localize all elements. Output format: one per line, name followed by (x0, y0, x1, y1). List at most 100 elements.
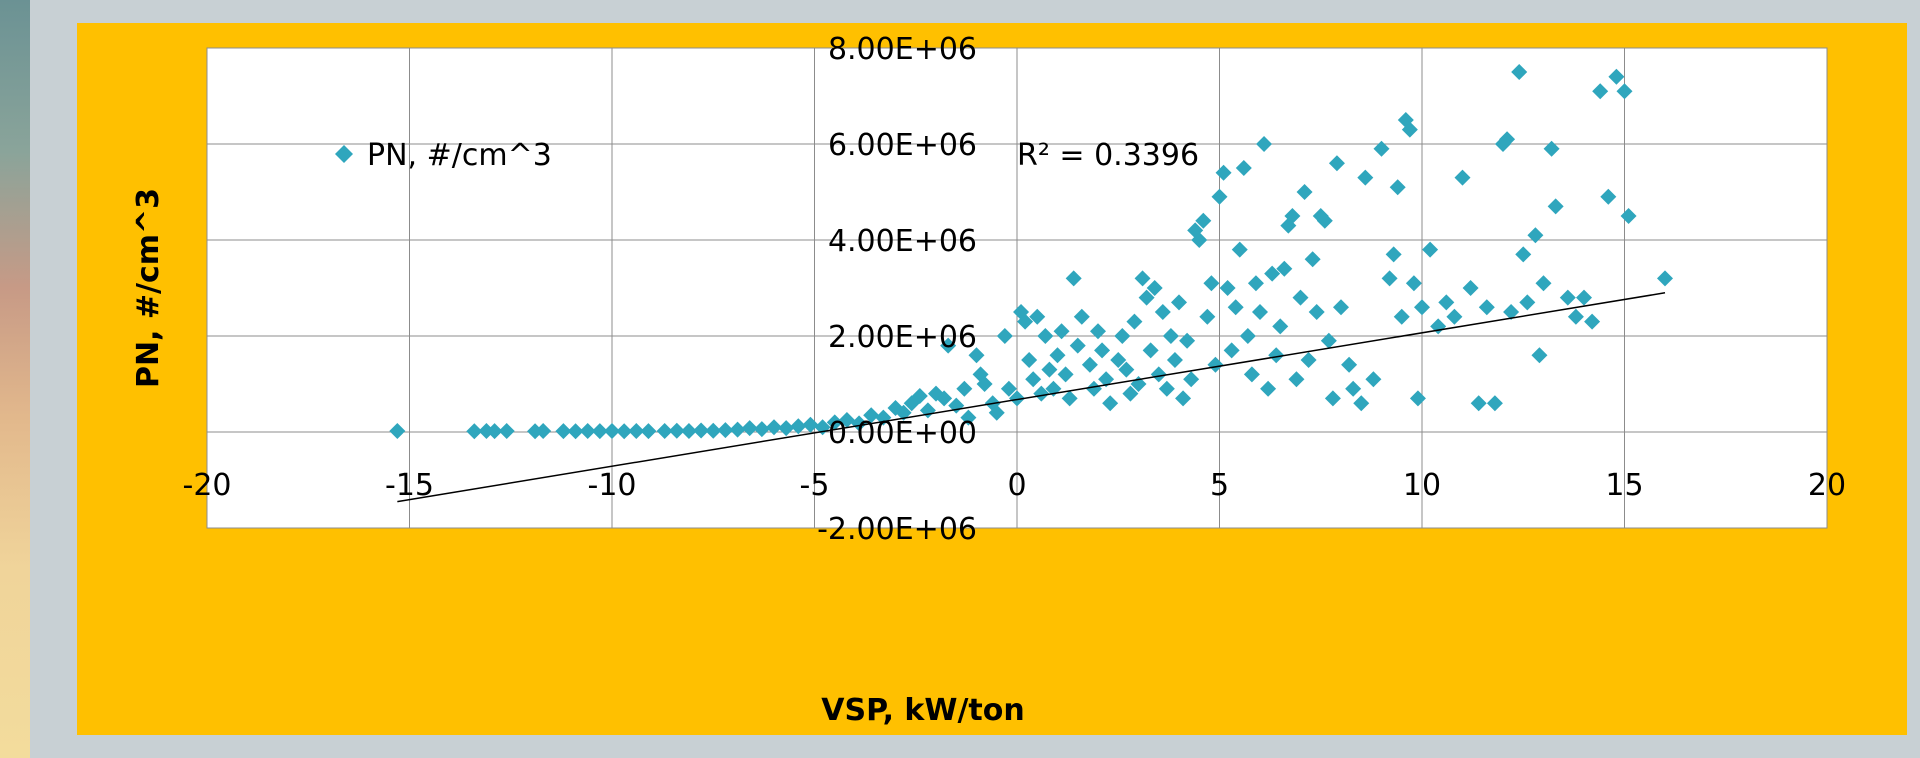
data-point (1535, 275, 1552, 292)
data-point (1592, 83, 1609, 100)
data-point (940, 337, 957, 354)
data-point (911, 388, 928, 404)
data-point (705, 422, 722, 439)
data-point (766, 419, 782, 436)
data-point (478, 423, 495, 440)
data-point (741, 420, 758, 437)
x-tick-labels: -20 -15 -10 -5 0 5 10 15 20 (183, 468, 1847, 503)
data-point (1511, 64, 1528, 80)
data-point (1000, 380, 1017, 397)
r-squared-label: R² = 0.3396 (1017, 138, 1199, 173)
data-points (389, 64, 1673, 440)
data-point (1138, 289, 1155, 306)
data-point (1247, 275, 1264, 292)
data-point (1126, 313, 1143, 330)
data-point (1657, 270, 1673, 287)
legend-label: PN, #/cm^3 (367, 138, 552, 173)
data-point (1142, 342, 1159, 359)
data-point (1110, 352, 1127, 368)
data-point (1422, 241, 1439, 258)
x-tick-label: -15 (385, 468, 434, 503)
data-point (778, 420, 795, 437)
data-point (1381, 270, 1398, 287)
data-point (1134, 270, 1151, 287)
data-point (1620, 208, 1637, 224)
data-point (1162, 328, 1179, 344)
data-point (1150, 366, 1167, 383)
background-decoration (0, 0, 60, 758)
data-point (1053, 323, 1070, 340)
data-point (466, 423, 483, 440)
data-point (1486, 395, 1503, 412)
data-point (1616, 83, 1633, 100)
data-point (1073, 308, 1090, 325)
y-tick-label: 0.00E+00 (828, 416, 977, 451)
y-tick-label: 6.00E+06 (828, 128, 977, 163)
data-point (1462, 280, 1479, 296)
data-point (1341, 356, 1358, 373)
data-point (591, 423, 608, 440)
data-point (1203, 275, 1220, 292)
data-point (555, 423, 572, 440)
data-point (1154, 304, 1171, 320)
data-point (1037, 328, 1054, 344)
scatter-chart: -2.00E+06 0.00E+00 2.00E+06 4.00E+06 6.00E+0… (131, 32, 1847, 728)
data-point (1256, 136, 1273, 152)
x-tick-label: 5 (1210, 468, 1229, 503)
data-point (1268, 347, 1285, 364)
data-point (936, 390, 953, 407)
data-point (1183, 371, 1200, 388)
data-point (693, 422, 710, 439)
data-point (1029, 308, 1046, 325)
data-point (988, 404, 1005, 421)
data-point (579, 423, 596, 440)
data-point (996, 328, 1013, 344)
data-point (1199, 308, 1216, 325)
data-point (1264, 265, 1281, 282)
data-point (1158, 380, 1175, 397)
x-tick-label: -20 (183, 468, 232, 503)
data-point (1527, 227, 1544, 244)
data-point (1454, 169, 1471, 186)
data-point (1292, 289, 1309, 306)
data-point (1478, 299, 1495, 316)
data-point (1009, 390, 1025, 407)
data-point (960, 409, 977, 426)
data-point (1296, 184, 1313, 200)
data-point (1345, 380, 1362, 397)
data-point (1195, 212, 1212, 229)
data-point (1025, 371, 1042, 388)
data-point (1061, 390, 1078, 407)
x-tick-label: 20 (1808, 468, 1846, 503)
data-point (1252, 304, 1268, 320)
y-tick-labels: -2.00E+06 0.00E+00 2.00E+06 4.00E+06 6.00E+0… (817, 32, 977, 547)
data-point (717, 422, 734, 439)
data-point (956, 380, 973, 397)
data-point (1409, 390, 1426, 407)
x-tick-label: 10 (1403, 468, 1441, 503)
data-point (668, 422, 685, 439)
data-point (1576, 289, 1592, 306)
data-point (486, 423, 503, 440)
legend: PN, #/cm^3 (335, 138, 552, 173)
trendline (397, 292, 1666, 503)
data-point (1547, 198, 1564, 215)
data-point (604, 423, 620, 440)
y-tick-label: 2.00E+06 (828, 320, 977, 355)
data-point (1584, 313, 1601, 330)
data-point (640, 423, 657, 440)
data-point (1324, 390, 1341, 407)
data-point (1373, 140, 1390, 157)
data-point (628, 423, 645, 440)
data-point (1098, 371, 1115, 388)
data-point (1215, 164, 1232, 181)
y-tick-label: 4.00E+06 (828, 224, 977, 259)
data-point (498, 423, 515, 440)
x-tick-label: 15 (1605, 468, 1643, 503)
y-tick-label: 8.00E+06 (828, 32, 977, 67)
data-point (680, 423, 697, 440)
data-point (729, 421, 746, 438)
data-point (1316, 212, 1333, 229)
data-point (1231, 241, 1248, 258)
data-point (802, 416, 819, 433)
